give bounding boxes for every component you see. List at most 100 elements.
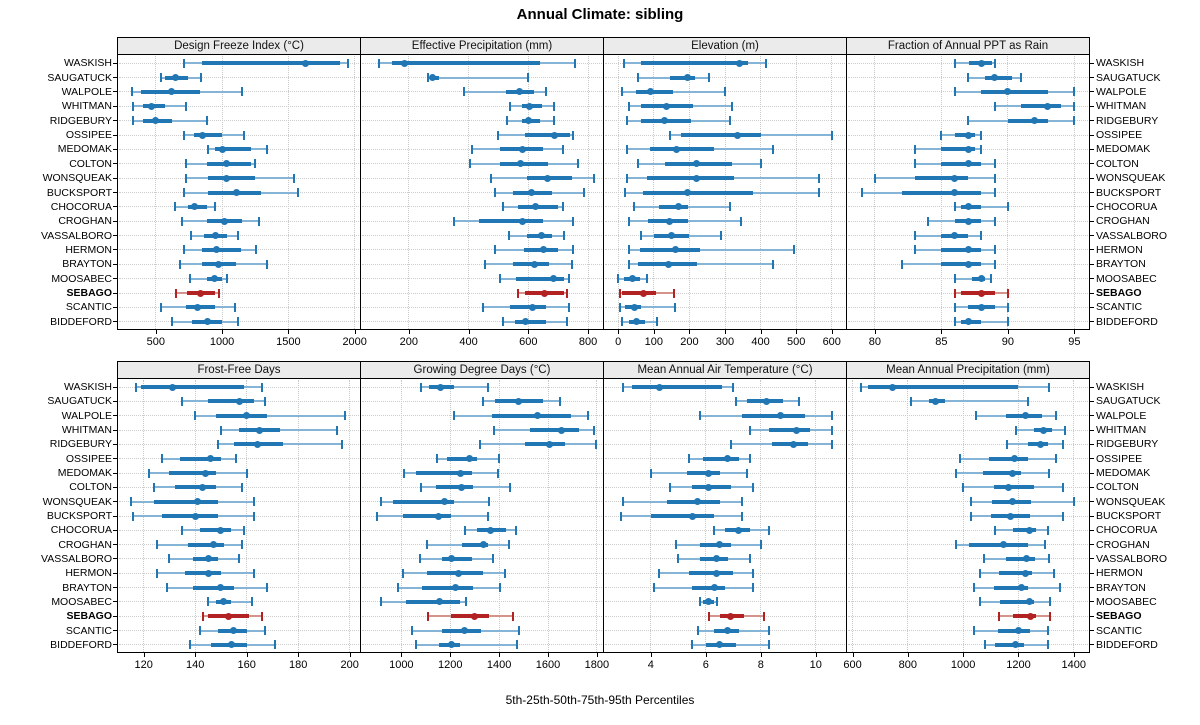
whisker-cap-5th [1006,439,1009,449]
whisker-cap-5th [206,144,209,154]
whisker-cap-95th [764,58,767,68]
median-dot [668,232,676,240]
median-dot [518,217,526,225]
whisker-cap-95th [1049,597,1052,607]
station-row-tick [113,558,117,560]
whisker-cap-5th [674,540,677,550]
percentile-box-25-75 [1021,104,1062,109]
axis-tick-label: 95 [1068,336,1081,348]
whisker-cap-5th [478,439,481,449]
whisker-cap-95th [1006,302,1009,312]
whisker-cap-5th [379,597,382,607]
percentile-box-25-75 [462,542,489,547]
gridline-horizontal [605,235,845,237]
station-row-tick [1090,105,1094,107]
whisker-cap-95th [240,87,243,97]
whisker-cap-95th [1073,101,1076,111]
axis-tick [815,653,817,657]
axis-tick [288,330,290,334]
median-dot [646,88,654,96]
gridline-horizontal [362,206,602,208]
axis-tick-label: 0 [615,336,622,348]
median-dot [199,483,207,491]
percentile-box-25-75 [141,385,245,390]
gridline-horizontal [848,105,1088,107]
station-row-tick [113,321,117,323]
panel-header: Effective Precipitation (mm) [361,38,603,55]
median-dot [790,440,798,448]
station-row-tick [113,443,117,445]
median-dot [693,174,701,182]
axis-tick-label: 100 [644,336,663,348]
whisker-cap-5th [501,317,504,327]
whisker-cap-5th [160,454,163,464]
station-label-hermon: HERMON [65,567,112,580]
median-dot [639,289,647,297]
axis-tick-label: 1000 [209,336,235,348]
median-dot [196,289,204,297]
whisker-cap-95th [831,411,834,421]
gridline-horizontal [119,105,359,107]
gridline-horizontal [848,558,1088,560]
whisker-cap-5th [617,274,620,284]
median-dot [541,289,549,297]
whisker-cap-5th [974,411,977,421]
axis-tick-label: 90 [1001,336,1014,348]
whisker-cap-95th [214,202,217,212]
axis-tick [349,653,351,657]
axis-tick-label: 500 [786,336,806,348]
median-dot [675,203,683,211]
gridline-horizontal [362,134,602,136]
whisker-cap-5th [194,411,197,421]
axis-tick-label: 85 [935,336,948,348]
whisker-cap-95th [1054,454,1057,464]
whisker-cap-5th [627,216,630,226]
whisker-cap-95th [487,382,490,392]
median-dot [724,627,732,635]
whisker-cap-95th [266,259,269,269]
whisker-cap-5th [622,58,625,68]
median-dot [227,641,235,649]
percentile-box-25-75 [689,571,734,576]
whisker-cap-95th [762,611,765,621]
gridline-horizontal [362,105,602,107]
whisker-cap-95th [243,525,246,535]
whisker-cap-5th [189,231,192,241]
axis-tick [760,653,762,657]
median-dot [1037,440,1045,448]
axis-tick-label: 1200 [437,659,463,671]
station-label-ossipee: OSSIPEE [65,452,112,465]
whisker-cap-95th [818,173,821,183]
gridline-horizontal [848,630,1088,632]
median-dot [207,455,215,463]
whisker-cap-95th [576,159,579,169]
station-row-tick [1090,587,1094,589]
median-dot [457,483,465,491]
axis-tick [401,653,403,657]
percentile-box-25-75 [650,147,715,152]
percentile-range-5-95 [195,414,345,417]
whisker-cap-95th [673,288,676,298]
median-dot [211,275,219,283]
percentile-box-25-75 [202,61,341,66]
whisker-cap-95th [566,288,569,298]
whisker-cap-5th [180,216,183,226]
whisker-cap-95th [242,130,245,140]
median-dot [999,541,1007,549]
gridline-horizontal [605,306,845,308]
percentile-box-25-75 [968,542,1029,547]
whisker-cap-5th [483,259,486,269]
gridline-horizontal [605,601,845,603]
percentile-caption: 5th-25th-50th-75th-95th Percentiles [505,693,695,707]
station-row-tick [1090,429,1094,431]
whisker-cap-95th [487,511,490,521]
whisker-cap-5th [419,482,422,492]
station-label-chocorua: CHOCORUA [50,200,112,213]
station-row-tick [113,120,117,122]
median-dot [466,455,474,463]
median-dot [148,102,156,110]
station-label-scantic: SCANTIC [65,624,112,637]
median-dot [977,303,985,311]
station-row-tick [1090,77,1094,79]
percentile-box-25-75 [639,247,701,252]
